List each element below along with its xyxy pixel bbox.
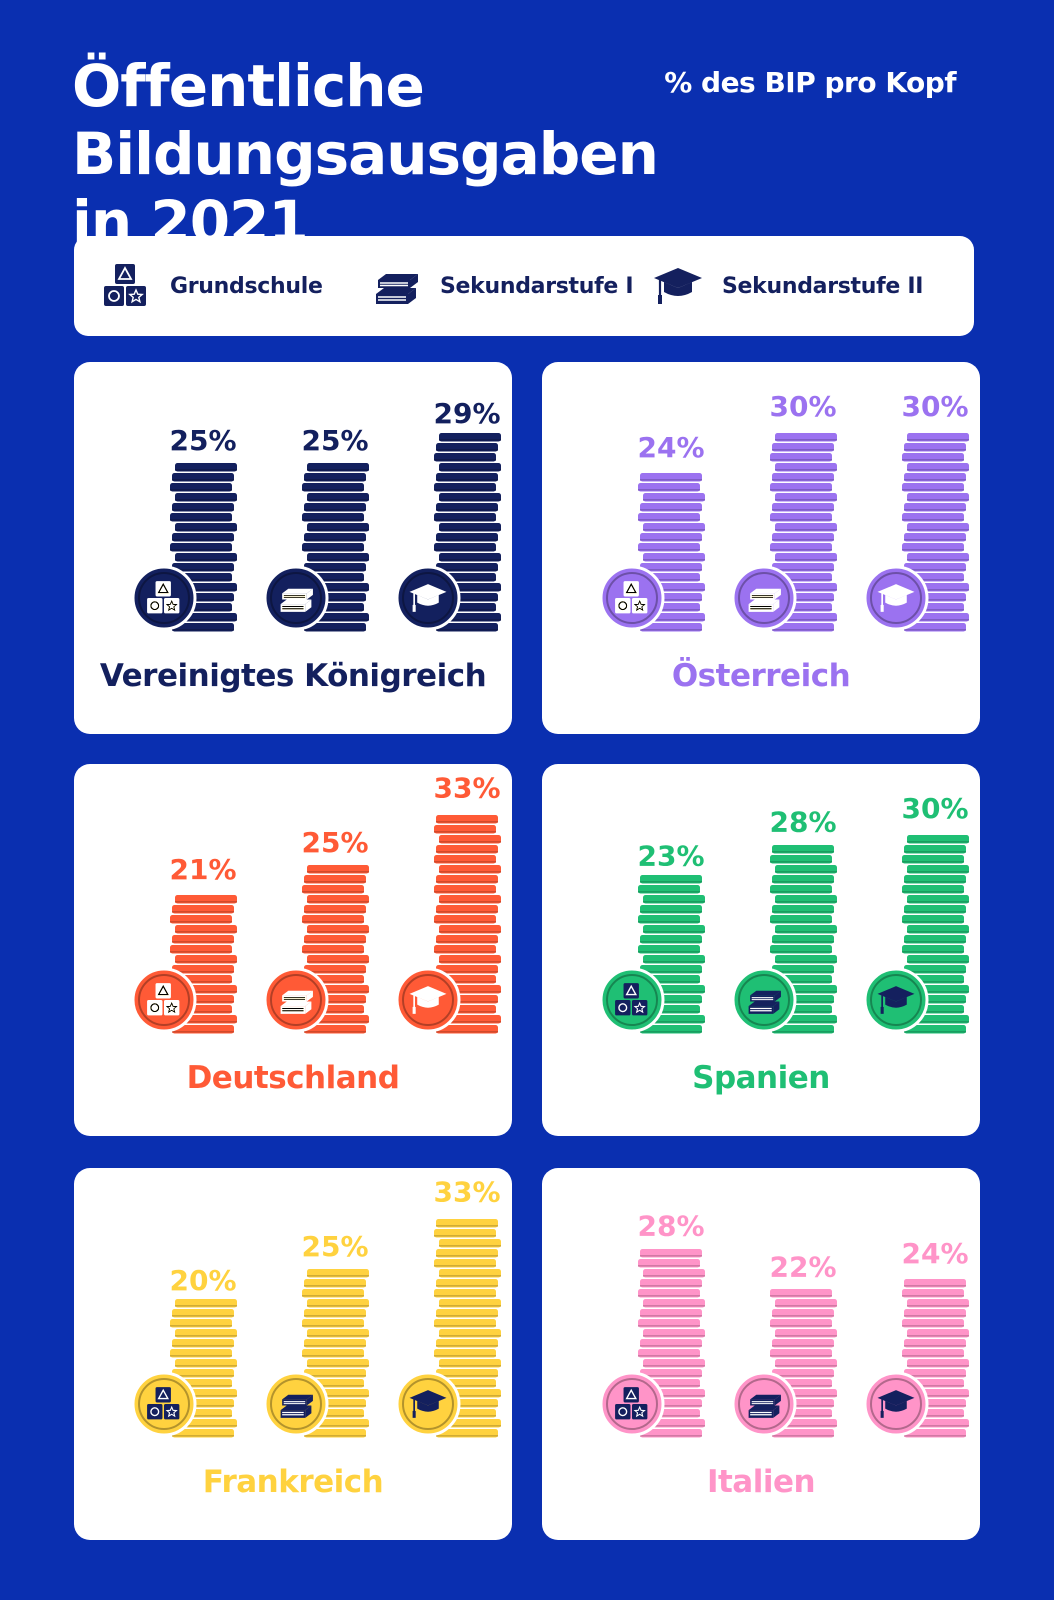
value-label: 25%	[301, 1230, 368, 1263]
legend-label: Grundschule	[170, 273, 323, 299]
value-label: 21%	[169, 853, 236, 886]
books-badge	[731, 565, 797, 631]
value-label: 25%	[301, 826, 368, 859]
value-label: 22%	[769, 1250, 836, 1283]
unit-note: % des BIP pro Kopf	[664, 66, 956, 99]
value-label: 30%	[901, 792, 968, 825]
legend-label: Sekundarstufe II	[722, 273, 924, 299]
coin-chart-italy: 28% 22% 24%	[599, 1210, 969, 1438]
country-name: Frankreich	[202, 1464, 384, 1500]
country-name: Spanien	[692, 1060, 830, 1096]
coin-stack-bar	[770, 1289, 837, 1438]
coin-stack-bar	[434, 433, 501, 632]
books-badge	[731, 1371, 797, 1437]
blocks-badge	[599, 1371, 665, 1437]
country-card-uk: 25% 25% 29% Vereinigtes Königreich	[74, 362, 512, 734]
legend-label: Sekundarstufe I	[440, 273, 634, 299]
blocks-badge	[599, 967, 665, 1033]
legend: Grundschule Sekundarstufe I Sekundarstuf…	[74, 236, 974, 336]
books-badge	[263, 1371, 329, 1437]
value-label: 33%	[433, 772, 500, 805]
coin-chart-germany: 21% 25% 33%	[131, 772, 501, 1034]
graduation-cap-badge	[863, 1371, 929, 1437]
value-label: 24%	[901, 1237, 968, 1270]
graduation-cap-badge	[395, 967, 461, 1033]
country-card-germany: 21% 25% 33% Deutschland	[74, 764, 512, 1136]
country-card-italy: 28% 22% 24% Italien	[542, 1168, 980, 1540]
blocks-badge	[131, 1371, 197, 1437]
value-label: 20%	[169, 1264, 236, 1297]
graduation-cap-icon	[652, 260, 704, 312]
legend-item-sekundarstufe-2: Sekundarstufe II	[652, 260, 923, 312]
value-label: 25%	[169, 424, 236, 457]
books-badge	[263, 565, 329, 631]
coin-chart-uk: 25% 25% 29%	[131, 397, 501, 632]
blocks-badge	[131, 967, 197, 1033]
country-name: Italien	[706, 1464, 816, 1500]
legend-item-grundschule: Grundschule	[100, 260, 323, 312]
value-label: 28%	[769, 806, 836, 839]
legend-item-sekundarstufe-1: Sekundarstufe I	[370, 260, 634, 312]
country-name: Deutschland	[186, 1060, 400, 1096]
coin-stack-bar	[770, 845, 837, 1034]
graduation-cap-badge	[863, 565, 929, 631]
value-label: 33%	[433, 1176, 500, 1209]
value-label: 30%	[901, 390, 968, 423]
blocks-badge	[131, 565, 197, 631]
coin-stack-bar	[638, 875, 705, 1034]
coin-chart-france: 20% 25% 33%	[131, 1176, 501, 1438]
graduation-cap-badge	[395, 565, 461, 631]
graduation-cap-badge	[863, 967, 929, 1033]
blocks-badge	[599, 565, 665, 631]
country-name: Vereinigtes Königreich	[99, 658, 487, 694]
value-label: 28%	[637, 1210, 704, 1243]
country-card-france: 20% 25% 33% Frankreich	[74, 1168, 512, 1540]
country-name: Österreich	[671, 658, 851, 694]
graduation-cap-badge	[395, 1371, 461, 1437]
books-badge	[263, 967, 329, 1033]
country-card-austria: 24% 30% 30% Österreich	[542, 362, 980, 734]
page-title: Öffentliche Bildungsausgaben in 2021	[72, 52, 659, 256]
coin-chart-austria: 24% 30% 30%	[599, 390, 969, 632]
books-icon	[370, 260, 422, 312]
coin-stack-bar	[902, 433, 969, 632]
books-badge	[731, 967, 797, 1033]
value-label: 29%	[433, 397, 500, 430]
value-label: 24%	[637, 431, 704, 464]
country-card-spain: 23% 28% 30% Spanien	[542, 764, 980, 1136]
coin-stack-bar	[170, 895, 237, 1034]
value-label: 25%	[301, 424, 368, 457]
value-label: 30%	[769, 390, 836, 423]
blocks-icon	[100, 260, 152, 312]
value-label: 23%	[637, 840, 704, 873]
coin-chart-spain: 23% 28% 30%	[599, 792, 969, 1034]
